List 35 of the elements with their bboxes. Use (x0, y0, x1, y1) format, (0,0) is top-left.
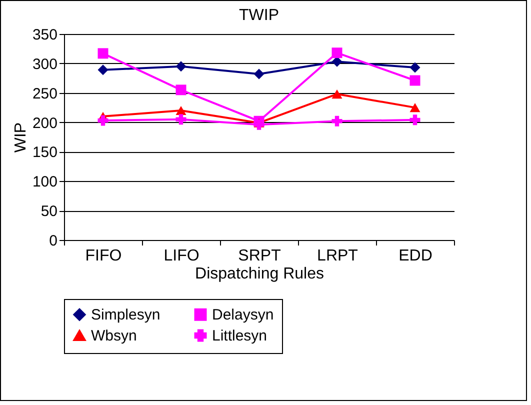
legend-label: Wbsyn (91, 328, 137, 344)
y-tick-label: 50 (40, 203, 58, 220)
point (98, 48, 108, 59)
y-tick-label: 0 (49, 232, 58, 250)
x-tick-label: SRPT (238, 248, 282, 264)
x-tick-label: EDD (398, 248, 432, 264)
y-tick-label: 300 (32, 56, 58, 73)
y-tick-label: 150 (32, 144, 58, 162)
point (176, 114, 186, 125)
point (176, 61, 186, 72)
y-tick-label: 250 (32, 85, 58, 102)
point (98, 64, 108, 76)
point (410, 103, 420, 112)
point (410, 114, 420, 126)
point (332, 48, 342, 58)
x-tick-label: FIFO (85, 248, 122, 264)
x-tick-label: LRPT (317, 248, 358, 264)
y-tick-label: 200 (32, 114, 58, 132)
point (176, 106, 186, 116)
chart-title: TWIP (239, 7, 279, 24)
point (410, 62, 420, 73)
point (332, 89, 342, 99)
point (254, 68, 264, 80)
point (176, 84, 186, 96)
x-axis-title: Dispatching Rules (195, 266, 324, 282)
legend-label: Delaysyn (212, 306, 274, 324)
x-tick-label: LIFO (164, 248, 200, 264)
y-tick-label: 100 (32, 174, 58, 191)
point (410, 75, 420, 86)
point (98, 115, 108, 126)
legend-label: Simplesyn (91, 306, 160, 324)
legend-label: Littlesyn (212, 328, 268, 344)
point (332, 116, 342, 126)
y-tick-label: 350 (32, 26, 58, 44)
y-axis-title: WIP (12, 122, 30, 153)
